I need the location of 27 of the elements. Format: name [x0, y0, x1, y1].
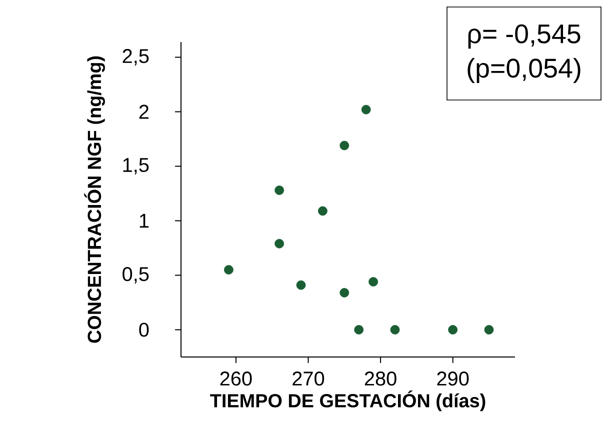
x-tick-label: 260 [220, 372, 252, 386]
x-tick-label: 270 [292, 372, 324, 386]
y-tick-label: 1 [140, 214, 149, 228]
x-tick-label: 280 [364, 372, 396, 386]
y-tick-label: 2 [139, 104, 148, 119]
point [274, 238, 284, 248]
point [484, 325, 494, 334]
y-axis-title: CONCENTRACIÓN NGF (ng/mg) [84, 56, 105, 343]
point [340, 140, 350, 150]
point [361, 104, 371, 114]
point [368, 277, 378, 286]
point [296, 280, 306, 290]
point [390, 325, 400, 334]
y-tick-label: 1,5 [123, 158, 149, 174]
point [318, 206, 328, 216]
point [448, 325, 458, 334]
annotation: (p=0,054) [468, 58, 580, 84]
annotation: ρ= -0,545 [468, 24, 580, 49]
x-tick-label: 290 [437, 372, 469, 386]
point [354, 325, 364, 334]
y-tick-label: 0 [139, 322, 149, 337]
x-axis-title: TIEMPO DE GESTACIÓN (días) [210, 390, 486, 412]
point [340, 288, 350, 298]
point [274, 186, 284, 195]
y-tick-label: 2,5 [122, 49, 149, 66]
y-tick-label: 0,5 [122, 267, 149, 284]
point [224, 265, 234, 274]
